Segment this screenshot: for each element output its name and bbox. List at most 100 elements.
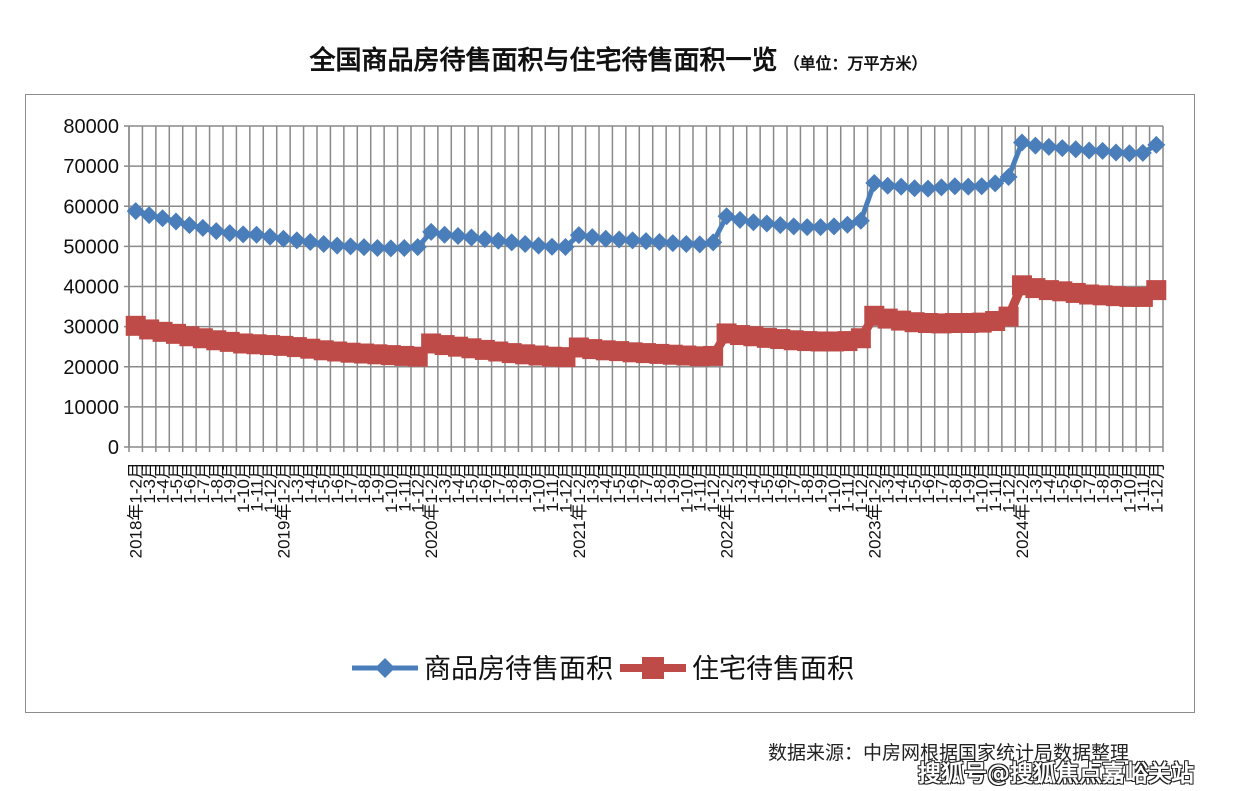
x-tick-label: 1-11月 (986, 462, 1005, 512)
data-point (1133, 143, 1152, 162)
x-tick-label: 1-6月 (180, 462, 199, 504)
data-point (328, 236, 347, 255)
data-point (381, 239, 400, 258)
data-point (314, 234, 333, 253)
x-tick-label: 1-4月 (449, 462, 468, 504)
data-point (1120, 144, 1139, 163)
data-point (637, 232, 655, 251)
x-tick-label: 1-5月 (906, 462, 925, 504)
y-tick-label: 30000 (63, 317, 119, 339)
data-point (301, 232, 320, 251)
data-point (126, 202, 145, 221)
x-tick-label: 1-3月 (731, 462, 750, 504)
x-tick-label: 1-11月 (1134, 462, 1153, 512)
y-tick-label: 80000 (63, 116, 119, 138)
data-point (838, 215, 857, 234)
y-tick-label: 40000 (63, 277, 119, 299)
x-tick-label: 1-12月 (556, 462, 575, 513)
data-point (341, 237, 360, 256)
data-point (489, 231, 508, 250)
data-point (596, 229, 615, 248)
data-point (959, 177, 978, 196)
x-tick-label: 1-7月 (342, 462, 361, 504)
y-tick-label: 20000 (63, 357, 119, 379)
data-point (1066, 140, 1085, 159)
data-point (261, 227, 279, 246)
x-tick-label: 1-9月 (959, 462, 978, 504)
x-tick-label: 2021年1-2月 (570, 462, 589, 558)
data-point (475, 230, 494, 249)
x-tick-label: 1-5月 (315, 462, 334, 504)
source-note: 数据来源：中房网根据国家统计局数据整理 (768, 742, 1130, 764)
x-tick-label: 1-7月 (637, 462, 656, 504)
x-tick-label: 1-9月 (516, 462, 535, 504)
x-tick-label: 1-12月 (852, 462, 871, 513)
x-tick-label: 1-8月 (503, 462, 522, 504)
data-point (919, 179, 937, 198)
data-point (690, 235, 709, 254)
data-point (798, 218, 817, 237)
x-tick-label: 1-3月 (140, 462, 159, 504)
x-tick-label: 1-8月 (650, 462, 669, 504)
x-tick-label: 2018年1-2月 (127, 462, 146, 558)
data-point (811, 218, 830, 237)
data-point (234, 225, 253, 244)
x-tick-label: 1-6月 (1067, 462, 1086, 504)
x-tick-label: 1-8月 (798, 462, 817, 504)
x-tick-label: 1-7月 (1080, 462, 1099, 504)
y-tick-label: 50000 (63, 236, 119, 258)
data-point (516, 234, 535, 253)
data-point (945, 177, 964, 196)
data-point (449, 226, 467, 245)
y-tick-label: 10000 (63, 397, 119, 419)
x-tick-label: 1-11月 (691, 462, 710, 512)
x-tick-label: 1-4月 (744, 462, 763, 504)
x-tick-label: 1-5月 (1053, 462, 1072, 504)
x-tick-label: 1-7月 (194, 462, 213, 504)
data-point (1080, 141, 1099, 160)
legend-label: 住宅待售面积 (692, 654, 854, 685)
x-tick-label: 1-3月 (583, 462, 602, 504)
data-point (274, 229, 293, 248)
x-tick-label: 1-11月 (395, 462, 414, 512)
data-point (677, 234, 696, 253)
data-point (408, 238, 427, 257)
data-point (502, 233, 521, 252)
data-point (717, 207, 736, 226)
x-tick-label: 1-5月 (462, 462, 481, 504)
y-tick-label: 60000 (63, 196, 119, 218)
x-tick-label: 1-9月 (368, 462, 387, 504)
x-tick-label: 1-3月 (436, 462, 455, 504)
data-point (757, 214, 776, 233)
x-tick-label: 1-4月 (154, 462, 173, 504)
data-point (462, 228, 481, 247)
watermark: 搜狐号@搜狐焦点嘉峪关站 (918, 761, 1194, 787)
data-point (865, 173, 884, 192)
data-point (850, 328, 871, 349)
data-point (1146, 280, 1167, 301)
data-point (193, 218, 212, 237)
data-point (784, 217, 803, 236)
chart-frame (25, 94, 1195, 713)
data-point (368, 238, 387, 257)
data-point (167, 212, 185, 231)
data-point (1107, 143, 1125, 162)
data-point (998, 306, 1019, 327)
x-tick-label: 1-4月 (301, 462, 320, 504)
data-point (851, 211, 870, 230)
data-point (825, 217, 843, 236)
x-tick-label: 1-11月 (248, 462, 267, 512)
data-point (355, 238, 373, 257)
data-point (1093, 141, 1112, 160)
data-point (731, 210, 749, 229)
data-point (1147, 135, 1166, 154)
data-point (892, 177, 911, 196)
x-tick-label: 1-9月 (221, 462, 240, 504)
data-point (247, 225, 266, 244)
data-point (986, 174, 1005, 193)
data-point (771, 216, 790, 235)
data-point (703, 345, 724, 366)
x-tick-label: 1-4月 (892, 462, 911, 504)
unit-label: （单位：万平方米） (783, 54, 928, 73)
data-point (744, 213, 763, 232)
